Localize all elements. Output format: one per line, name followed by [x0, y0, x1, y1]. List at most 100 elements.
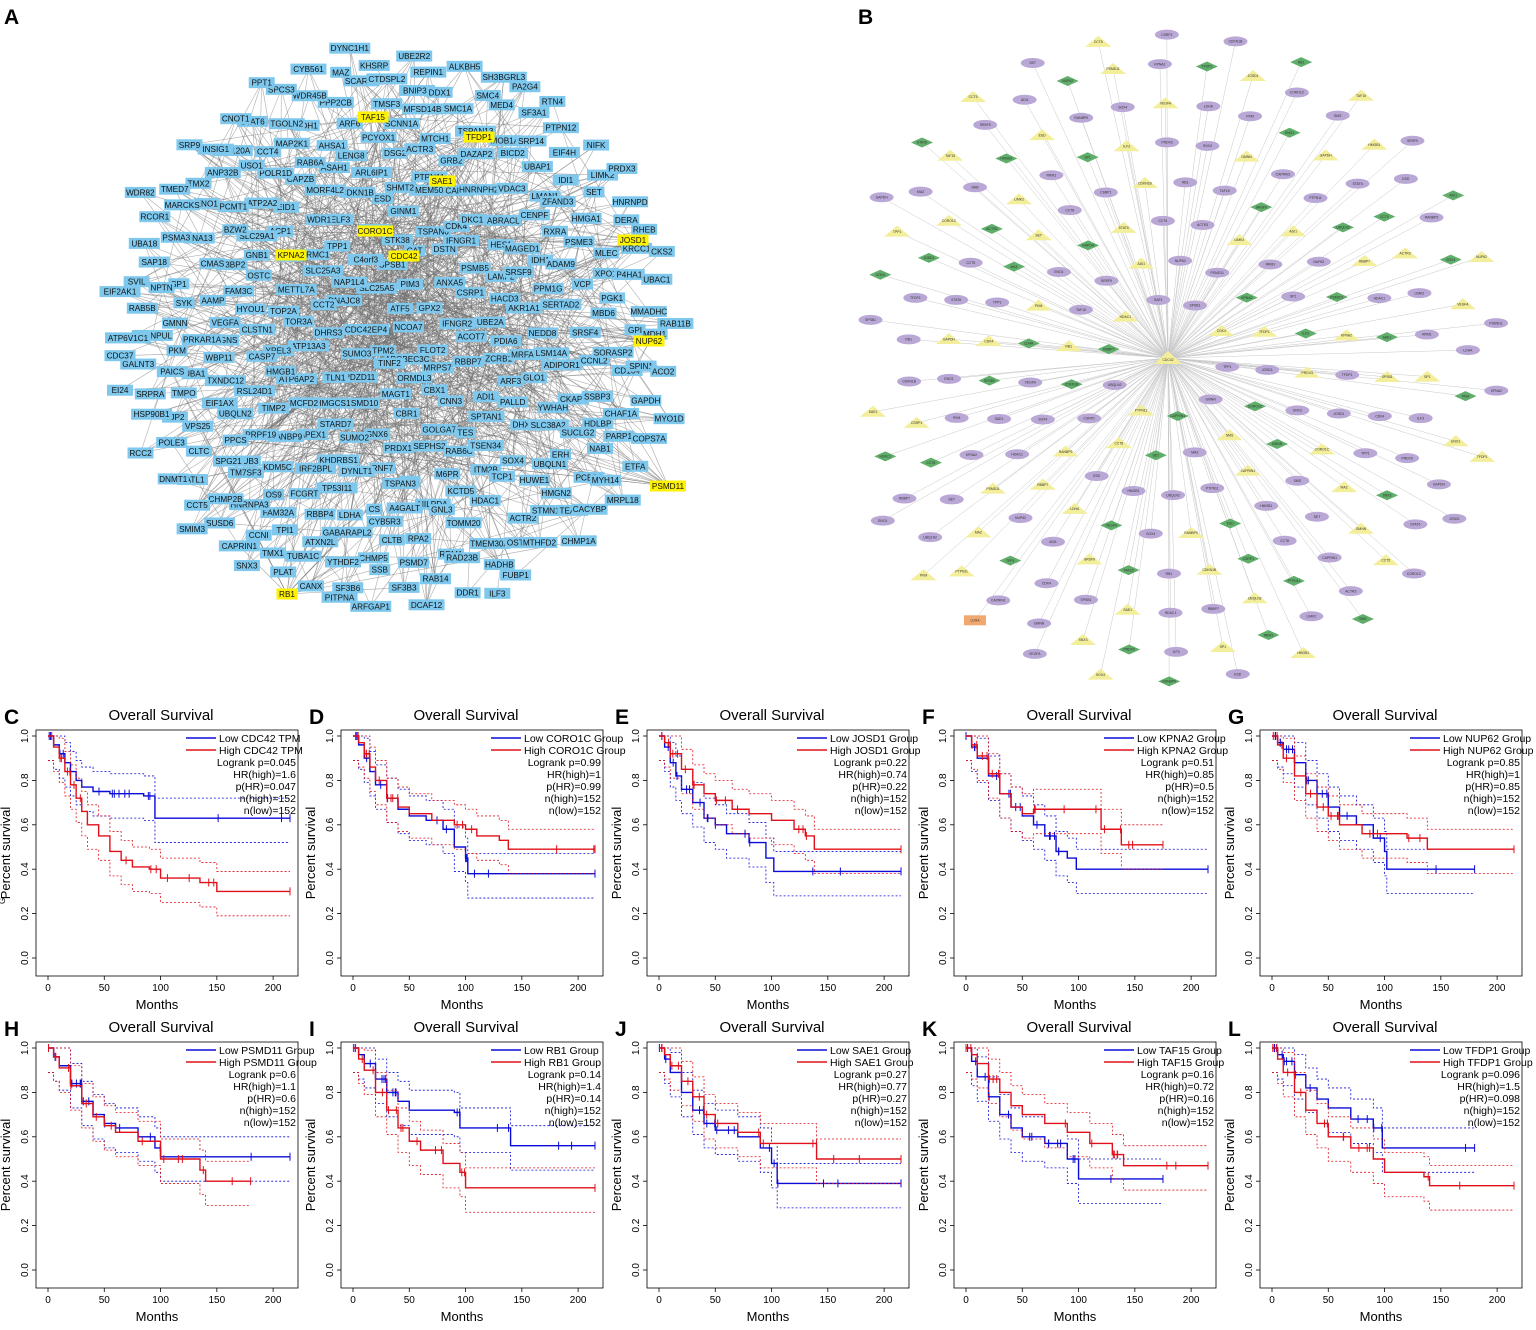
- gene-node-ginm1[interactable]: GINM1: [387, 205, 419, 217]
- network-b-node-kpna2[interactable]: KPNA2: [959, 449, 984, 460]
- gene-node-rcor1[interactable]: RCOR1: [139, 211, 171, 223]
- network-b-node-rbbp7[interactable]: RBBP7: [892, 493, 917, 504]
- gene-node-pcmt1[interactable]: PCMT1: [217, 201, 249, 213]
- gene-node-cdh1[interactable]: CDH1: [293, 119, 320, 131]
- network-b-node-psmd11[interactable]: PSMD11: [1325, 292, 1348, 303]
- network-b-node-gapdh[interactable]: GAPDH: [1312, 149, 1339, 161]
- gene-node-snx3[interactable]: SNX3: [233, 560, 260, 572]
- gene-node-hnrnpul[interactable]: HNRNPUL: [131, 329, 173, 341]
- network-b-node-psmd11[interactable]: PSMD11: [1484, 318, 1509, 329]
- gene-node-hadhb[interactable]: HADHB: [483, 558, 515, 570]
- gene-node-glo1[interactable]: GLO1: [521, 372, 548, 384]
- gene-node-uso1[interactable]: USO1: [238, 159, 265, 171]
- gene-node-smc1a[interactable]: SMC1A: [442, 103, 474, 115]
- network-b-node-ranbp9[interactable]: RANBP9: [1069, 112, 1094, 123]
- network-b-node-cct5[interactable]: CCT5: [1373, 211, 1396, 222]
- gene-node-caprin1[interactable]: CAPRIN1: [218, 540, 260, 552]
- network-b-node-vegfa[interactable]: VEGFA: [1018, 377, 1043, 388]
- gene-node-paics[interactable]: PAICS: [156, 366, 188, 378]
- gene-node-ddx1[interactable]: DDX1: [426, 86, 453, 98]
- network-b-node-set[interactable]: SET: [1025, 229, 1052, 241]
- gene-node-cltc[interactable]: CLTC: [185, 445, 212, 457]
- network-b-node-cdk4[interactable]: CDK4: [975, 335, 1002, 347]
- gene-node-rab11b[interactable]: RAB11B: [657, 317, 694, 329]
- network-b-node-ldha[interactable]: LDHA: [963, 615, 986, 626]
- gene-node-cyb561[interactable]: CYB561: [290, 63, 327, 75]
- network-b-node-ptpn11[interactable]: PTPN11: [1303, 193, 1328, 204]
- gene-node-fubp1[interactable]: FUBP1: [500, 569, 532, 581]
- network-b-node-tpp1[interactable]: TPP1: [1353, 448, 1378, 459]
- gene-node-ythdf2[interactable]: YTHDF2: [325, 556, 362, 568]
- gene-node-ldha[interactable]: LDHA: [336, 509, 363, 521]
- network-b-node-gmnn[interactable]: GMNN: [1347, 522, 1374, 534]
- gene-node-ptpn12[interactable]: PTPN12: [542, 122, 579, 134]
- network-b-node-ptpn11[interactable]: PTPN11: [948, 565, 975, 577]
- network-b-node-sox4[interactable]: SOX4: [1138, 528, 1163, 539]
- gene-node-chaf1a[interactable]: CHAF1A: [602, 408, 639, 420]
- gene-node-rcc2[interactable]: RCC2: [127, 447, 154, 459]
- network-b-node-actr3[interactable]: ACTR3: [1392, 247, 1419, 259]
- gene-node-cs[interactable]: CS: [366, 503, 383, 515]
- gene-node-patl1[interactable]: PATL1: [177, 474, 209, 486]
- gene-node-pkm[interactable]: PKM: [166, 345, 188, 357]
- gene-node-wdr1[interactable]: WDR1: [306, 214, 333, 226]
- network-b-node-tfdp1[interactable]: TFDP1: [1335, 369, 1360, 380]
- gene-node-rtn4[interactable]: RTN4: [539, 95, 566, 107]
- network-b-node-tpp1[interactable]: TPP1: [884, 225, 911, 237]
- network-b-node-prdx3[interactable]: PRDX3: [1395, 453, 1420, 464]
- network-b-node-sp1[interactable]: SP1: [1076, 152, 1099, 163]
- network-b-node-rrm1[interactable]: RRM1: [1257, 630, 1280, 641]
- network-b-node-spsb1[interactable]: SPSB1: [978, 375, 1001, 386]
- network-b-node-spsb1[interactable]: SPSB1: [858, 314, 883, 325]
- network-b-node-eno1[interactable]: ENO1: [870, 515, 895, 526]
- gene-node-spg21[interactable]: SPG21: [212, 455, 244, 467]
- gene-node-eif4h[interactable]: EIF4H: [548, 146, 580, 158]
- network-b-node-coro1c[interactable]: CORO1C: [1284, 87, 1309, 98]
- gene-node-ahsa1[interactable]: AHSA1: [316, 139, 348, 151]
- network-b-node-limk2[interactable]: LIMK2: [1226, 233, 1253, 245]
- gene-node-prpf19[interactable]: PRPF19: [242, 429, 279, 441]
- network-b-node-sox4[interactable]: SOX4: [1110, 102, 1135, 113]
- gene-node-psmd11[interactable]: PSMD11: [650, 480, 686, 492]
- network-b-node-caprin1[interactable]: CAPRIN1: [1270, 169, 1295, 180]
- network-b-node-hmgb1[interactable]: HMGB1: [1254, 500, 1279, 511]
- network-b-node-esd[interactable]: ESD: [1393, 173, 1418, 184]
- gene-node-fam3c[interactable]: FAM3C: [223, 285, 255, 297]
- network-b-node-coro1c[interactable]: CORO1C: [1402, 568, 1427, 579]
- gene-node-cdkn1b[interactable]: CDKN1B: [339, 187, 376, 199]
- gene-node-mrpl18[interactable]: MRPL18: [604, 494, 641, 506]
- gene-node-ubqln1[interactable]: UBQLN1: [531, 458, 568, 470]
- network-b-node-hdac1[interactable]: HDAC1: [1005, 449, 1030, 460]
- network-b-node-vegfa[interactable]: VEGFA: [1449, 298, 1476, 310]
- network-b-node-rb1[interactable]: RB1: [896, 334, 921, 345]
- network-b-node-ubqln2[interactable]: UBQLN2: [918, 532, 943, 543]
- gene-node-zcrb1[interactable]: ZCRB1: [483, 352, 515, 364]
- gene-node-tm7sf3[interactable]: TM7SF3: [227, 467, 264, 479]
- network-b-node-josd1[interactable]: JOSD1: [917, 252, 940, 263]
- network-b-node-gapdh[interactable]: GAPDH: [935, 333, 962, 345]
- gene-node-alkbh5[interactable]: ALKBH5: [446, 60, 483, 72]
- gene-node-aamp[interactable]: AAMP: [199, 294, 226, 306]
- network-b-node-gmnn[interactable]: GMNN: [1198, 394, 1223, 405]
- network-b-node-nup62[interactable]: NUP62: [1468, 250, 1495, 262]
- gene-node-vdac3[interactable]: VDAC3: [496, 182, 528, 194]
- network-b-node-snx3[interactable]: SNX3: [1070, 633, 1097, 645]
- gene-node-ncoa7[interactable]: NCOA7: [392, 321, 424, 333]
- gene-node-hyou1[interactable]: HYOU1: [235, 303, 267, 315]
- gene-node-hmga1[interactable]: HMGA1: [570, 212, 602, 224]
- network-b-node-actr3[interactable]: ACTR3: [980, 223, 1003, 234]
- gene-node-mthfd2[interactable]: MTHFD2: [521, 536, 558, 548]
- network-b-node-hmgb1[interactable]: HMGB1: [1290, 646, 1317, 658]
- gene-node-vegfa[interactable]: VEGFA: [209, 317, 241, 329]
- network-b-node-tfdp1[interactable]: TFDP1: [1469, 450, 1496, 462]
- network-b-node-csrp1[interactable]: CSRP1: [1093, 187, 1118, 198]
- gene-node-sptan1[interactable]: SPTAN1: [468, 411, 505, 423]
- network-b-node-cct5[interactable]: CCT5: [960, 91, 987, 103]
- gene-node-galnt3[interactable]: GALNT3: [120, 358, 157, 370]
- network-b-node-cdk4[interactable]: CDK4: [869, 269, 892, 280]
- network-b-node-rb1[interactable]: RB1: [1055, 340, 1082, 352]
- gene-node-chmp1a[interactable]: CHMP1A: [560, 535, 597, 547]
- gene-node-cyb5r3[interactable]: CYB5R3: [366, 515, 403, 527]
- network-b-node-cct8[interactable]: CCT8: [1057, 205, 1082, 216]
- gene-node-cmas[interactable]: CMAS: [199, 258, 226, 270]
